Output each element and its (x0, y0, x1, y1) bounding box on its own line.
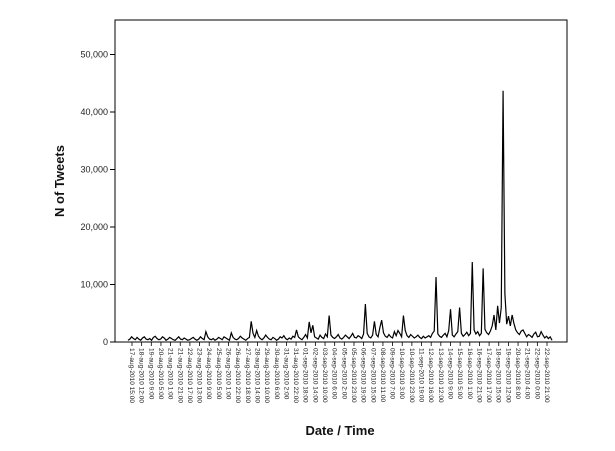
x-axis-label: Date / Time (305, 423, 374, 438)
y-tick-label: 30,000 (80, 165, 108, 175)
x-tick-label: 04-sep-2010 6:00 (331, 348, 338, 399)
x-tick-label: 11-sep-2010 19:00 (418, 348, 425, 402)
plot-frame (114, 19, 568, 343)
x-tick-label: 26-aug-2010 22:00 (234, 348, 241, 403)
x-tick-label: 26-aug-2010 1:00 (225, 348, 232, 400)
series-line (127, 90, 553, 342)
x-tick-label: 17-aug-2010 15:00 (128, 348, 135, 403)
y-axis-label: N of Tweets (52, 145, 67, 217)
x-axis-ticks: 17-aug-2010 15:00 18-aug-2010 12:00 19-aug… (128, 342, 550, 403)
y-tick-label: 0 (103, 337, 108, 347)
y-tick-label: 20,000 (80, 222, 108, 232)
x-tick-label: 18-aug-2010 12:00 (138, 348, 145, 403)
x-tick-label: 15-sep-2010 5:00 (456, 348, 463, 399)
x-tick-label: 03-sep-2010 10:00 (321, 348, 328, 403)
x-tick-label: 30-aug-2010 6:00 (273, 348, 280, 400)
x-tick-label: 01-sep-2010 18:00 (302, 348, 309, 403)
y-tick-label: 50,000 (80, 50, 108, 60)
x-tick-label: 23-aug-2010 13:00 (196, 348, 203, 403)
x-tick-label: 16-sep-2010 21:00 (475, 348, 482, 403)
x-tick-label: 20-sep-2010 8:00 (514, 348, 521, 399)
x-tick-label: 19-aug-2010 9:00 (147, 348, 154, 400)
x-tick-label: 27-aug-2010 18:00 (244, 348, 251, 403)
x-tick-label: 25-aug-2010 5:00 (215, 348, 222, 400)
x-tick-label: 21-sep-2010 4:00 (524, 348, 531, 399)
x-tick-label: 08-sep-2010 11:00 (379, 348, 386, 402)
x-tick-label: 19-sep-2010 12:00 (504, 348, 511, 403)
x-tick-label: 21-aug-2010 21:00 (176, 348, 183, 403)
x-tick-label: 10-sep-2010 3:00 (398, 348, 405, 399)
x-tick-label: 10-sep-2010 23:00 (408, 348, 415, 403)
x-tick-label: 31-aug-2010 22:00 (292, 348, 299, 403)
x-tick-label: 18-sep-2010 15:00 (495, 348, 502, 403)
x-tick-label: 17-sep-2010 17:00 (485, 348, 492, 403)
x-tick-label: 22-aug-2010 17:00 (186, 348, 193, 403)
x-tick-label: 20-aug-2010 5:00 (157, 348, 164, 400)
x-tick-label: 28-aug-2010 14:00 (253, 348, 260, 403)
y-tick-label: 10,000 (80, 280, 108, 290)
x-tick-label: 02-sep-2010 14:00 (311, 348, 318, 403)
x-tick-label: 24-aug-2010 9:00 (205, 348, 212, 400)
x-tick-label: 14-sep-2010 9:00 (446, 348, 453, 399)
x-tick-label: 12-sep-2010 16:00 (427, 348, 434, 403)
x-tick-label: 05-sep-2010 23:00 (350, 348, 357, 403)
x-tick-label: 21-aug-2010 1:00 (167, 348, 174, 400)
y-axis-ticks: 0 10,000 20,000 30,000 40,000 50,000 (80, 50, 115, 347)
x-tick-label: 09-sep-2010 7:00 (389, 348, 396, 399)
x-tick-label: 22-sep-2010 0:00 (533, 348, 540, 399)
x-tick-label: 06-sep-2010 19:00 (360, 348, 367, 403)
x-tick-label: 31-aug-2010 2:00 (282, 348, 289, 400)
y-tick-label: 40,000 (80, 107, 108, 117)
x-tick-label: 13-sep-2010 12:00 (437, 348, 444, 403)
x-tick-label: 16-sep-2010 1:00 (466, 348, 473, 399)
x-tick-label: 05-sep-2010 2:00 (340, 348, 347, 399)
x-tick-label: 07-sep-2010 15:00 (369, 348, 376, 403)
x-tick-label: 22-sep-2010 21:00 (543, 348, 550, 403)
x-tick-label: 29-aug-2010 10:00 (263, 348, 270, 403)
